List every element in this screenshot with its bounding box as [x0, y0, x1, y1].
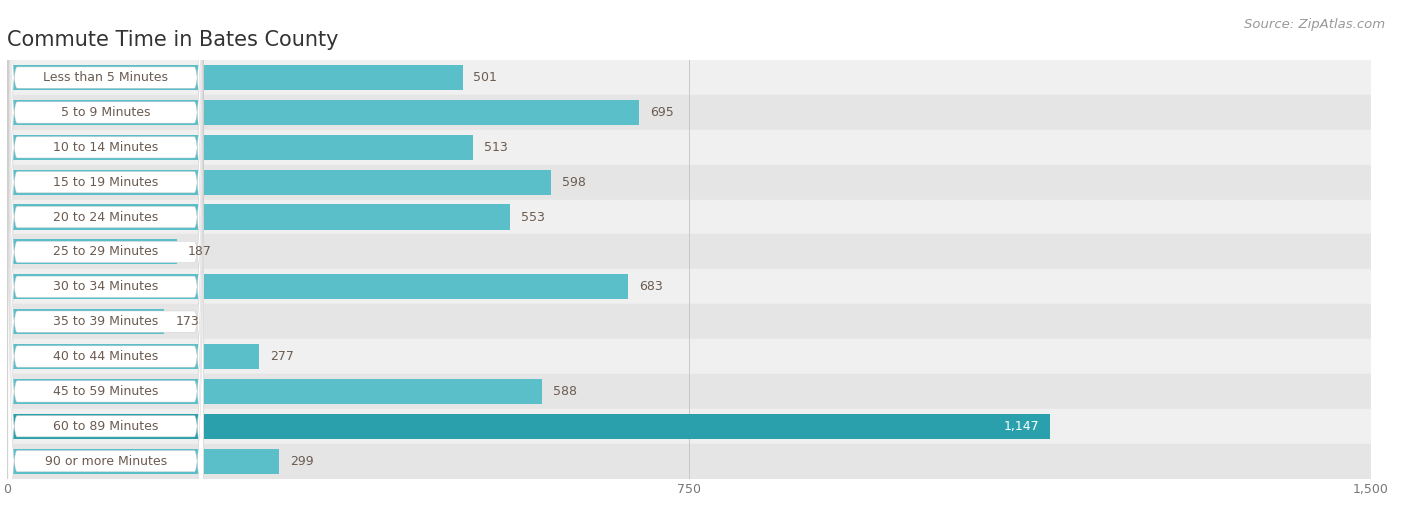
Text: 299: 299 — [290, 454, 314, 468]
Bar — [7, 165, 1371, 200]
Bar — [7, 60, 1371, 95]
Bar — [7, 344, 259, 369]
Text: 15 to 19 Minutes: 15 to 19 Minutes — [53, 176, 159, 189]
Bar — [7, 200, 1371, 234]
Text: 90 or more Minutes: 90 or more Minutes — [45, 454, 167, 468]
Text: 1,147: 1,147 — [1004, 420, 1039, 433]
Bar — [7, 130, 1371, 165]
Text: 20 to 24 Minutes: 20 to 24 Minutes — [53, 211, 159, 223]
Text: 277: 277 — [270, 350, 294, 363]
Bar — [7, 449, 278, 474]
Bar — [7, 374, 1371, 409]
Bar — [7, 100, 638, 125]
Text: Commute Time in Bates County: Commute Time in Bates County — [7, 30, 339, 50]
FancyBboxPatch shape — [8, 18, 204, 523]
Bar — [7, 240, 177, 265]
Text: Less than 5 Minutes: Less than 5 Minutes — [44, 71, 169, 84]
FancyBboxPatch shape — [8, 0, 204, 523]
Text: 25 to 29 Minutes: 25 to 29 Minutes — [53, 245, 159, 258]
FancyBboxPatch shape — [8, 0, 204, 523]
Text: 45 to 59 Minutes: 45 to 59 Minutes — [53, 385, 159, 398]
Text: 173: 173 — [176, 315, 200, 328]
Text: 10 to 14 Minutes: 10 to 14 Minutes — [53, 141, 159, 154]
Text: 513: 513 — [484, 141, 508, 154]
Text: 187: 187 — [188, 245, 212, 258]
Text: 588: 588 — [553, 385, 576, 398]
FancyBboxPatch shape — [8, 53, 204, 523]
Text: 30 to 34 Minutes: 30 to 34 Minutes — [53, 280, 159, 293]
Text: 695: 695 — [650, 106, 673, 119]
FancyBboxPatch shape — [8, 0, 204, 523]
FancyBboxPatch shape — [8, 0, 204, 450]
Bar — [7, 414, 1050, 439]
Bar — [7, 135, 474, 160]
Bar — [7, 444, 1371, 479]
Bar — [7, 304, 1371, 339]
Bar — [7, 65, 463, 90]
Bar — [7, 309, 165, 334]
Text: 598: 598 — [561, 176, 585, 189]
Text: 683: 683 — [638, 280, 662, 293]
Text: 501: 501 — [474, 71, 498, 84]
FancyBboxPatch shape — [8, 0, 204, 485]
Text: 553: 553 — [520, 211, 544, 223]
FancyBboxPatch shape — [8, 0, 204, 523]
FancyBboxPatch shape — [8, 88, 204, 523]
Bar — [7, 409, 1371, 444]
FancyBboxPatch shape — [8, 0, 204, 520]
Bar — [7, 339, 1371, 374]
Text: 5 to 9 Minutes: 5 to 9 Minutes — [60, 106, 150, 119]
Bar — [7, 169, 551, 195]
Bar — [7, 234, 1371, 269]
Text: Source: ZipAtlas.com: Source: ZipAtlas.com — [1244, 18, 1385, 31]
FancyBboxPatch shape — [8, 0, 204, 416]
Bar — [7, 274, 628, 299]
Bar — [7, 95, 1371, 130]
Bar — [7, 204, 510, 230]
FancyBboxPatch shape — [8, 123, 204, 523]
Text: 35 to 39 Minutes: 35 to 39 Minutes — [53, 315, 159, 328]
Text: 40 to 44 Minutes: 40 to 44 Minutes — [53, 350, 159, 363]
Bar — [7, 269, 1371, 304]
Text: 60 to 89 Minutes: 60 to 89 Minutes — [53, 420, 159, 433]
Bar — [7, 379, 541, 404]
